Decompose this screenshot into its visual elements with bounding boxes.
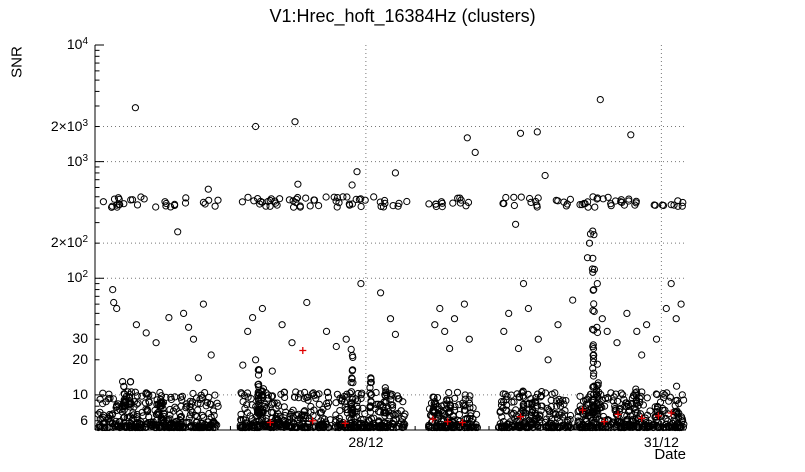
- y-tick-label: 102: [66, 269, 88, 286]
- axes: [94, 45, 686, 431]
- axis-ticks: [95, 44, 675, 430]
- y-tick-label: 20: [72, 350, 88, 367]
- gridlines: [95, 45, 686, 430]
- x-axis-title: Date: [654, 446, 686, 463]
- y-tick-label: 103: [66, 152, 88, 169]
- y-tick-label: 30: [72, 330, 88, 347]
- chart-title: V1:Hrec_hoft_16384Hz (clusters): [269, 6, 536, 26]
- x-tick-label: 31/12: [643, 434, 679, 450]
- y-tick-label: 6: [80, 411, 88, 428]
- y-tick-label: 104: [66, 36, 88, 52]
- markers-clusters: [94, 96, 688, 432]
- y-tick-label: 2×103: [50, 117, 88, 134]
- x-tick-label: 28/12: [348, 434, 384, 450]
- markers-flagged: [266, 347, 675, 427]
- y-tick-label: 10: [72, 385, 88, 402]
- y-tick-label: 2×102: [50, 234, 88, 251]
